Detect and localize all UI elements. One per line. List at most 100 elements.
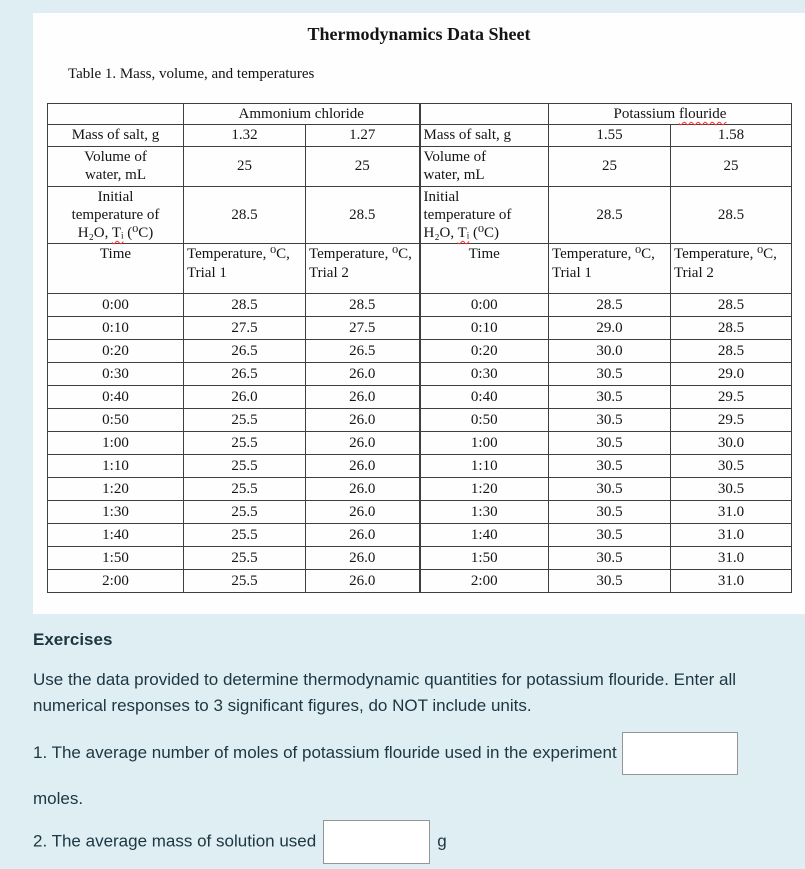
time-cell-left: 1:00 [47, 431, 184, 456]
celsius-text: (⁰C) [469, 225, 500, 242]
ammonium-trial1-temp-cell: 25.5 [183, 454, 306, 479]
time-cell-left: 0:40 [47, 385, 184, 410]
time-cell-left: 0:50 [47, 408, 184, 433]
time-column-header-right: Time [418, 243, 549, 295]
time-cell-left: 0:10 [47, 316, 184, 341]
ammonium-trial1-temp-cell: 25.5 [183, 523, 306, 548]
time-cell-left: 0:30 [47, 362, 184, 387]
document-title: Thermodynamics Data Sheet [307, 24, 531, 44]
ammonium-trial2-temp-cell: 26.0 [305, 500, 420, 525]
time-cell-left: 1:30 [47, 500, 184, 525]
potassium-trial1-temp-cell: 30.5 [548, 523, 671, 548]
potassium-mass-trial1: 1.55 [548, 124, 671, 147]
potassium-flouride-header: Potassium flouride [547, 102, 793, 126]
potassium-trial1-temp-cell: 30.5 [548, 362, 671, 387]
time-cell-left: 1:20 [47, 477, 184, 502]
potassium-trial1-temp-cell: 30.5 [548, 431, 671, 456]
table-row: 0:10 27.5 27.5 0:10 29.0 28.5 [47, 316, 793, 341]
question-2-text: 2. The average mass of solution used [33, 831, 317, 851]
empty-cell [418, 102, 549, 126]
potassium-trial1-temp-cell: 30.5 [548, 546, 671, 571]
time-cell-right: 1:30 [418, 500, 549, 525]
potassium-trial1-temp-cell: 28.5 [548, 293, 671, 318]
potassium-mass-trial2: 1.58 [669, 124, 793, 147]
table-row: 1:30 25.5 26.0 1:30 30.5 31.0 [47, 500, 793, 525]
question-2-answer-input[interactable] [323, 820, 431, 864]
ammonium-trial1-temp-cell: 26.5 [183, 339, 306, 364]
initial-temp-label-right: Initial temperature of H₂O, Tᵢ (⁰C) [418, 185, 549, 245]
volume-label-line1: Volume of [84, 148, 147, 165]
ammonium-chloride-header: Ammonium chloride [183, 102, 420, 126]
table-header-rows: Ammonium chloride Potassium flouride Mas… [47, 102, 793, 295]
potassium-trial2-temp-cell: 30.5 [669, 477, 793, 502]
initial-temp-label-left: Initial temperature of H₂O, Tᵢ (⁰C) [47, 185, 184, 245]
time-cell-left: 1:40 [47, 523, 184, 548]
time-cell-left: 2:00 [47, 569, 184, 594]
potassium-volume-trial1: 25 [548, 145, 671, 187]
volume-label-left: Volume of water, mL [47, 145, 184, 187]
table-row: 2:00 25.5 26.0 2:00 30.5 31.0 [47, 569, 793, 594]
table-row: 1:10 25.5 26.0 1:10 30.5 30.5 [47, 454, 793, 479]
initial-temp-line1: Initial [97, 188, 134, 205]
time-cell-left: 1:10 [47, 454, 184, 479]
h2o-text: H₂O, [423, 225, 458, 242]
time-cell-right: 0:10 [418, 316, 549, 341]
potassium-trial2-temp-cell: 30.0 [669, 431, 793, 456]
ammonium-init-temp-trial1: 28.5 [183, 185, 306, 245]
document-sheet: Thermodynamics Data Sheet Table 1. Mass,… [33, 13, 805, 614]
initial-temperature-row: Initial temperature of H₂O, Tᵢ (⁰C) 28.5… [47, 185, 793, 245]
time-cell-right: 0:50 [418, 408, 549, 433]
ammonium-trial1-temp-cell: 26.5 [183, 362, 306, 387]
potassium-volume-trial2: 25 [669, 145, 793, 187]
potassium-trial1-temp-cell: 30.5 [548, 500, 671, 525]
time-column-header-left: Time [47, 243, 184, 295]
time-cell-right: 0:30 [418, 362, 549, 387]
question-1-unit-label: moles. [33, 789, 84, 808]
initial-temp-line1: Initial [423, 188, 460, 205]
time-cell-left: 0:00 [47, 293, 184, 318]
volume-label-line1: Volume of [423, 148, 487, 165]
time-cell-right: 0:20 [418, 339, 549, 364]
initial-temp-line3: H₂O, Tᵢ (⁰C) [51, 224, 180, 242]
potassium-trial2-temp-cell: 28.5 [669, 293, 793, 318]
table-row: 0:40 26.0 26.0 0:40 30.5 29.5 [47, 385, 793, 410]
question-2-unit-label: g [437, 831, 447, 851]
question-1-text: 1. The average number of moles of potass… [33, 742, 617, 762]
h2o-text: H₂O, [77, 225, 112, 242]
ammonium-trial2-temp-cell: 26.0 [305, 454, 420, 479]
flouride-misspelled-word: flouride [678, 106, 727, 122]
ti-flagged-text: Tᵢ [457, 225, 470, 242]
potassium-init-temp-trial2: 28.5 [669, 185, 793, 245]
ammonium-trial1-column-header: Temperature, ⁰C, Trial 1 [183, 243, 306, 295]
celsius-text: (⁰C) [123, 225, 154, 242]
time-cell-left: 0:20 [47, 339, 184, 364]
potassium-word: Potassium [613, 106, 679, 122]
table-row: 1:50 25.5 26.0 1:50 30.5 31.0 [47, 546, 793, 571]
ammonium-trial2-temp-cell: 26.0 [305, 546, 420, 571]
ammonium-trial1-temp-cell: 25.5 [183, 408, 306, 433]
mass-row: Mass of salt, g 1.32 1.27 Mass of salt, … [47, 124, 793, 147]
potassium-trial2-temp-cell: 29.5 [669, 408, 793, 433]
table-row: 0:50 25.5 26.0 0:50 30.5 29.5 [47, 408, 793, 433]
ammonium-init-temp-trial2: 28.5 [305, 185, 420, 245]
ammonium-trial2-temp-cell: 26.0 [305, 431, 420, 456]
table-row: 1:20 25.5 26.0 1:20 30.5 30.5 [47, 477, 793, 502]
ammonium-trial1-temp-cell: 25.5 [183, 546, 306, 571]
potassium-trial2-temp-cell: 31.0 [669, 569, 793, 594]
time-cell-right: 1:00 [418, 431, 549, 456]
ammonium-trial2-temp-cell: 26.0 [305, 523, 420, 548]
question-1-answer-input[interactable] [621, 732, 738, 775]
potassium-trial1-temp-cell: 30.5 [548, 385, 671, 410]
volume-label-right: Volume of water, mL [418, 145, 549, 187]
ammonium-trial2-temp-cell: 28.5 [305, 293, 420, 318]
ammonium-volume-trial1: 25 [183, 145, 306, 187]
ammonium-mass-trial2: 1.27 [305, 124, 420, 147]
table-row: 0:20 26.5 26.5 0:20 30.0 28.5 [47, 339, 793, 364]
time-cell-right: 2:00 [418, 569, 549, 594]
time-cell-right: 1:20 [418, 477, 549, 502]
question-1: 1. The average number of moles of potass… [33, 732, 795, 775]
initial-temp-line3: H₂O, Tᵢ (⁰C) [424, 224, 546, 242]
mass-label-right: Mass of salt, g [418, 124, 549, 147]
initial-temp-line2: temperature of [423, 206, 512, 223]
potassium-trial2-temp-cell: 31.0 [669, 523, 793, 548]
